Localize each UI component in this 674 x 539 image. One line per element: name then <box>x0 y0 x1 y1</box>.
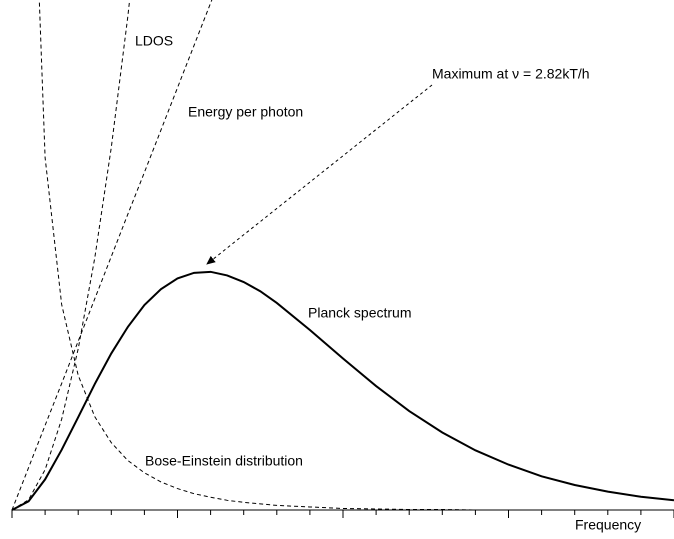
series-line <box>11 270 674 511</box>
series-line <box>11 0 131 511</box>
series-label: Bose-Einstein distribution <box>145 453 303 469</box>
annotation: Maximum at ν = 2.82kT/h <box>432 66 590 82</box>
series-label: LDOS <box>135 33 173 49</box>
series-line <box>11 0 213 511</box>
x-axis-label: Frequency <box>575 517 641 533</box>
series-label: Energy per photon <box>188 104 303 120</box>
series-label: Planck spectrum <box>308 305 411 321</box>
